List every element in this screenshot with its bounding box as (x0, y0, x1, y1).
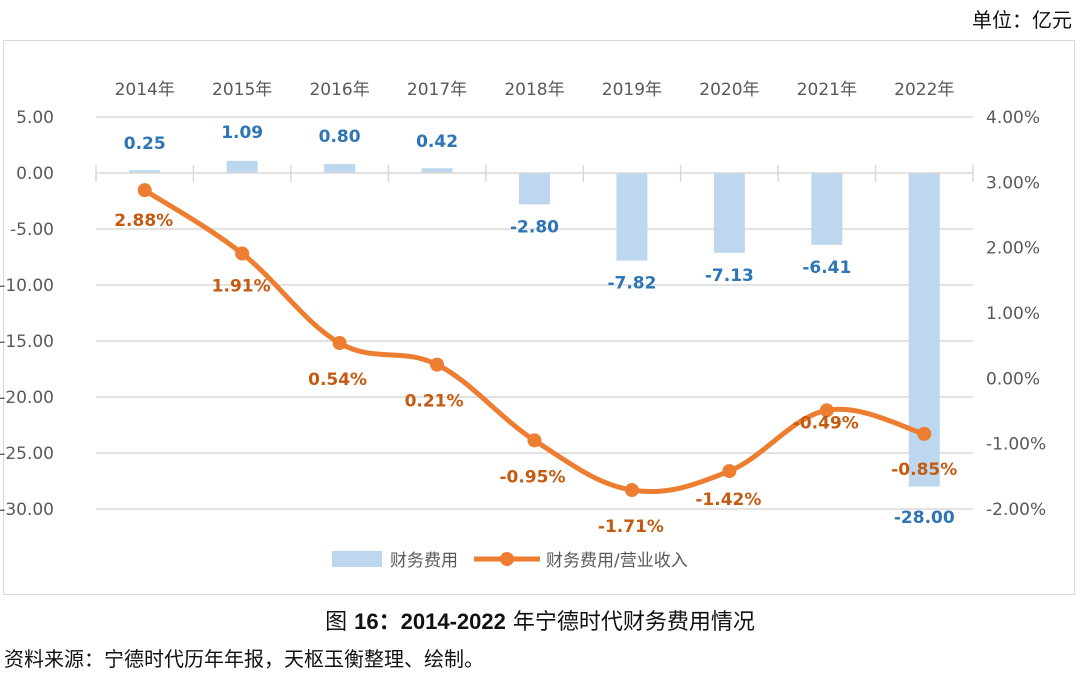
category-label: 2014年 (115, 80, 175, 100)
y-right-tick-label: 1.00% (986, 304, 1040, 324)
legend: 财务费用 财务费用/营业收入 (332, 551, 688, 571)
ratio-point-2021年 (819, 403, 834, 418)
ratio-point-2019年 (624, 483, 639, 498)
caption-text: 年宁德时代财务费用情况 (505, 610, 755, 635)
y-axis-right: 4.00% 3.00% 2.00% 1.00% 0.00% -1.00% -2.00% (986, 108, 1046, 520)
bar-2018年 (519, 173, 550, 205)
y-right-tick-label: 4.00% (986, 108, 1040, 128)
bars (129, 160, 940, 487)
bar-value-label: -7.13 (705, 266, 754, 286)
category-label: 2015年 (212, 80, 272, 100)
y-left-tick-label: -5.00 (10, 220, 54, 240)
unit-label: 单位：亿元 (972, 8, 1072, 32)
category-label: 2020年 (699, 80, 759, 100)
category-label: 2021年 (797, 80, 857, 100)
category-label: 2019年 (602, 80, 662, 100)
data-labels: 0.25 1.09 0.80 0.42 -2.80 -7.82 -7.13 -6.41 -28.… (114, 123, 957, 537)
y-right-tick-label: 0.00% (986, 369, 1040, 389)
bar-value-label: 0.80 (319, 127, 361, 147)
bar-2016年 (324, 164, 356, 173)
y-left-tick-label: -10.00 (0, 276, 54, 296)
ratio-value-label: 0.21% (405, 392, 464, 412)
category-labels: 2014年 2015年 2016年 2017年 2018年 2019年 2020年 2021年… (115, 80, 955, 100)
y-left-tick-label: 5.00 (16, 108, 54, 128)
legend-label-bar: 财务费用 (390, 551, 458, 571)
ratio-line (137, 183, 932, 498)
y-left-tick-label: -20.00 (0, 388, 54, 408)
y-left-tick-label: -25.00 (0, 444, 54, 464)
bar-value-label: 0.25 (124, 134, 166, 154)
y-left-tick-label: -15.00 (0, 332, 54, 352)
legend-swatch-bar (332, 551, 382, 567)
caption-prefix: 图 (325, 610, 355, 635)
bar-2021年 (811, 173, 843, 245)
bar-value-label: -28.00 (894, 508, 955, 528)
ratio-point-2017年 (430, 357, 445, 372)
category-label: 2016年 (309, 80, 369, 100)
y-right-tick-label: 3.00% (986, 173, 1040, 193)
y-right-tick-label: -1.00% (986, 435, 1046, 455)
caption-number: 16：2014-2022 (354, 609, 506, 634)
bar-2019年 (616, 173, 648, 261)
bar-2020年 (713, 173, 745, 253)
bar-2015年 (226, 160, 258, 173)
bar-value-label: -7.82 (607, 274, 656, 294)
ratio-point-2018年 (527, 433, 542, 448)
ratio-value-label: 1.91% (212, 277, 271, 297)
chart-frame (3, 40, 1075, 595)
y-left-tick-label: 0.00 (16, 164, 54, 184)
category-label: 2017年 (407, 80, 467, 100)
ratio-value-label: -1.42% (695, 490, 761, 510)
y-right-tick-label: -2.00% (986, 500, 1046, 520)
ratio-point-2022年 (917, 426, 932, 441)
chart: 0.25 1.09 0.80 0.42 -2.80 -7.82 -7.13 -6.41 -28.… (0, 80, 1046, 571)
ratio-value-label: -0.95% (499, 467, 565, 487)
y-axis-left: 5.00 0.00 -5.00 -10.00 -15.00 -20.00 -25.00 -30… (0, 108, 54, 520)
bar-value-label: 0.42 (416, 132, 458, 152)
ratio-value-label: 2.88% (114, 211, 173, 231)
bar-value-label: -2.80 (510, 217, 559, 237)
x-axis (95, 165, 974, 182)
ratio-value-label: -1.71% (598, 517, 664, 537)
bar-2014年 (129, 170, 161, 173)
legend-label-line: 财务费用/营业收入 (546, 551, 688, 571)
ratio-point-2015年 (235, 246, 250, 261)
y-right-tick-label: 2.00% (986, 239, 1040, 259)
bar-value-label: -6.41 (802, 258, 851, 278)
ratio-point-2016年 (332, 336, 347, 351)
ratio-value-label: -0.85% (891, 460, 957, 480)
category-label: 2018年 (504, 80, 564, 100)
figure-caption: 图 16：2014-2022 年宁德时代财务费用情况 (0, 604, 1080, 636)
y-left-tick-label: -30.00 (0, 500, 54, 520)
source-note: 资料来源：宁德时代历年年报，天枢玉衡整理、绘制。 (4, 647, 484, 671)
ratio-point-2020年 (722, 464, 737, 479)
ratio-point-2014年 (137, 183, 152, 198)
ratio-value-label: 0.54% (308, 370, 367, 390)
bar-value-label: 1.09 (221, 123, 263, 143)
ratio-value-label: -0.49% (793, 413, 859, 433)
category-label: 2022年 (894, 80, 954, 100)
legend-swatch-marker (500, 552, 514, 566)
bar-2017年 (421, 168, 453, 173)
